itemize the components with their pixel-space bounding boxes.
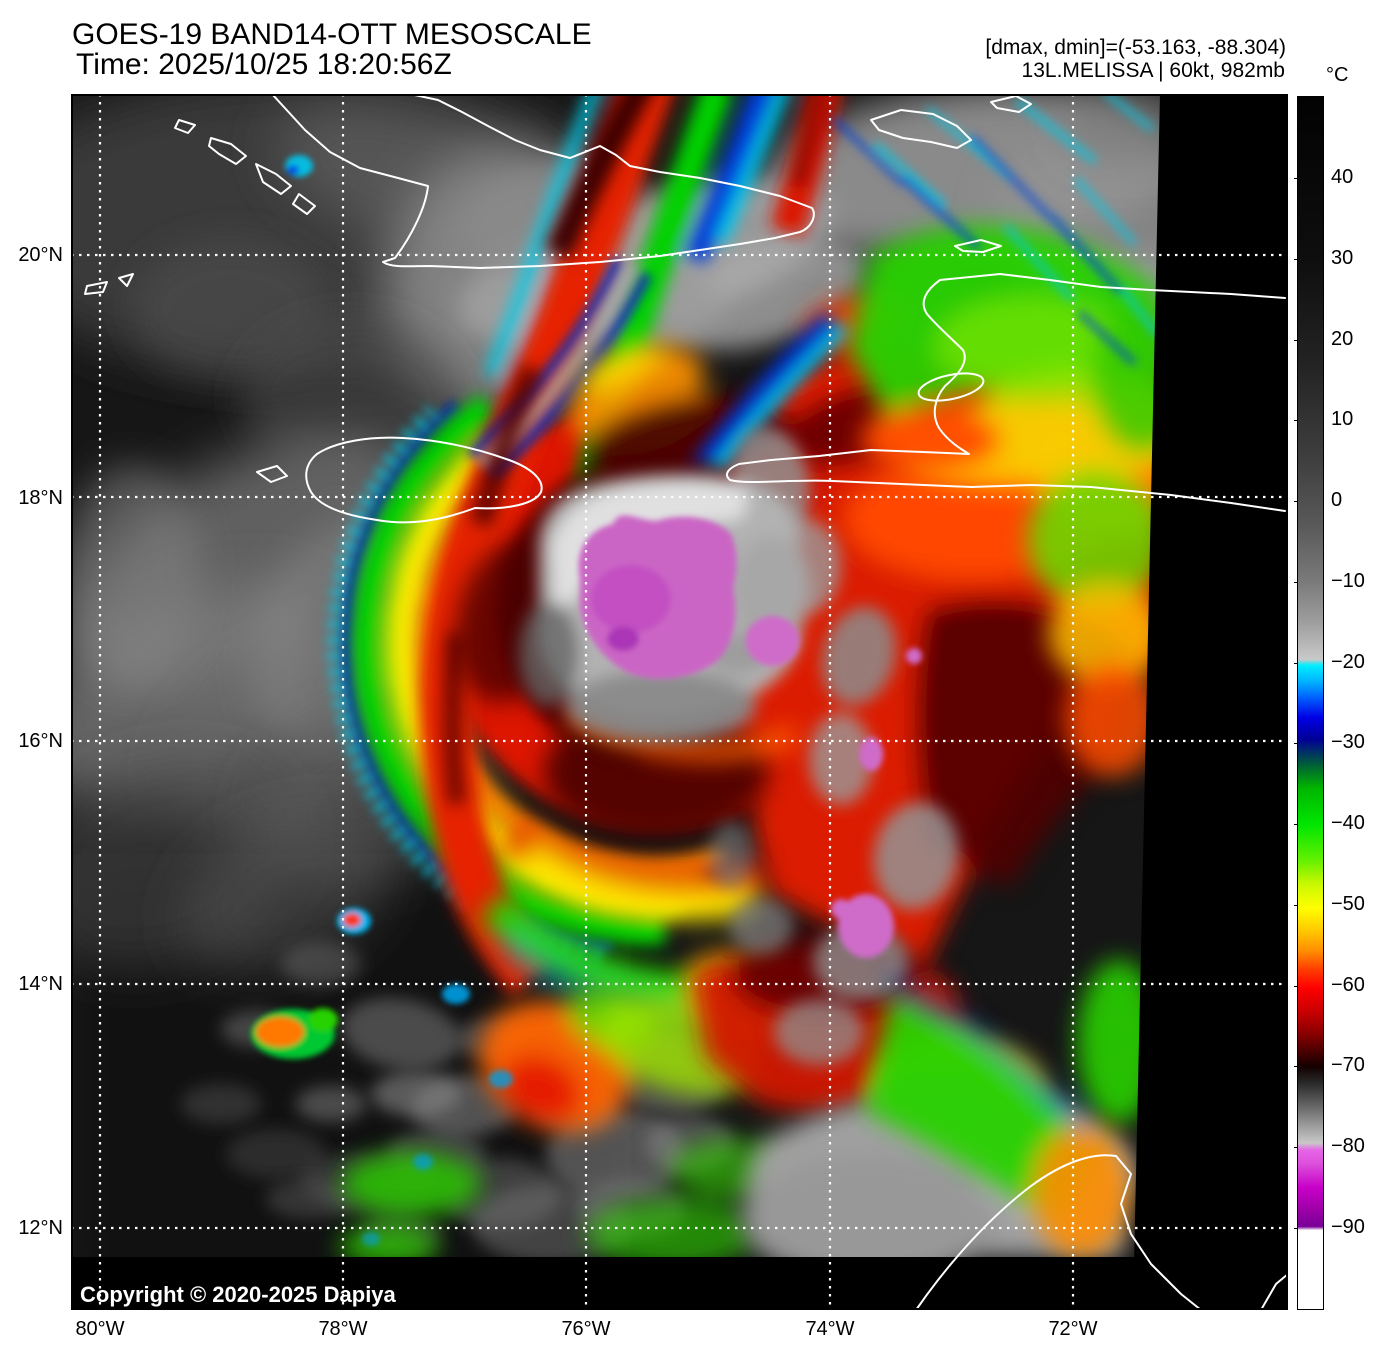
- svg-text:Copyright © 2020-2025 Dapiya: Copyright © 2020-2025 Dapiya: [80, 1282, 397, 1307]
